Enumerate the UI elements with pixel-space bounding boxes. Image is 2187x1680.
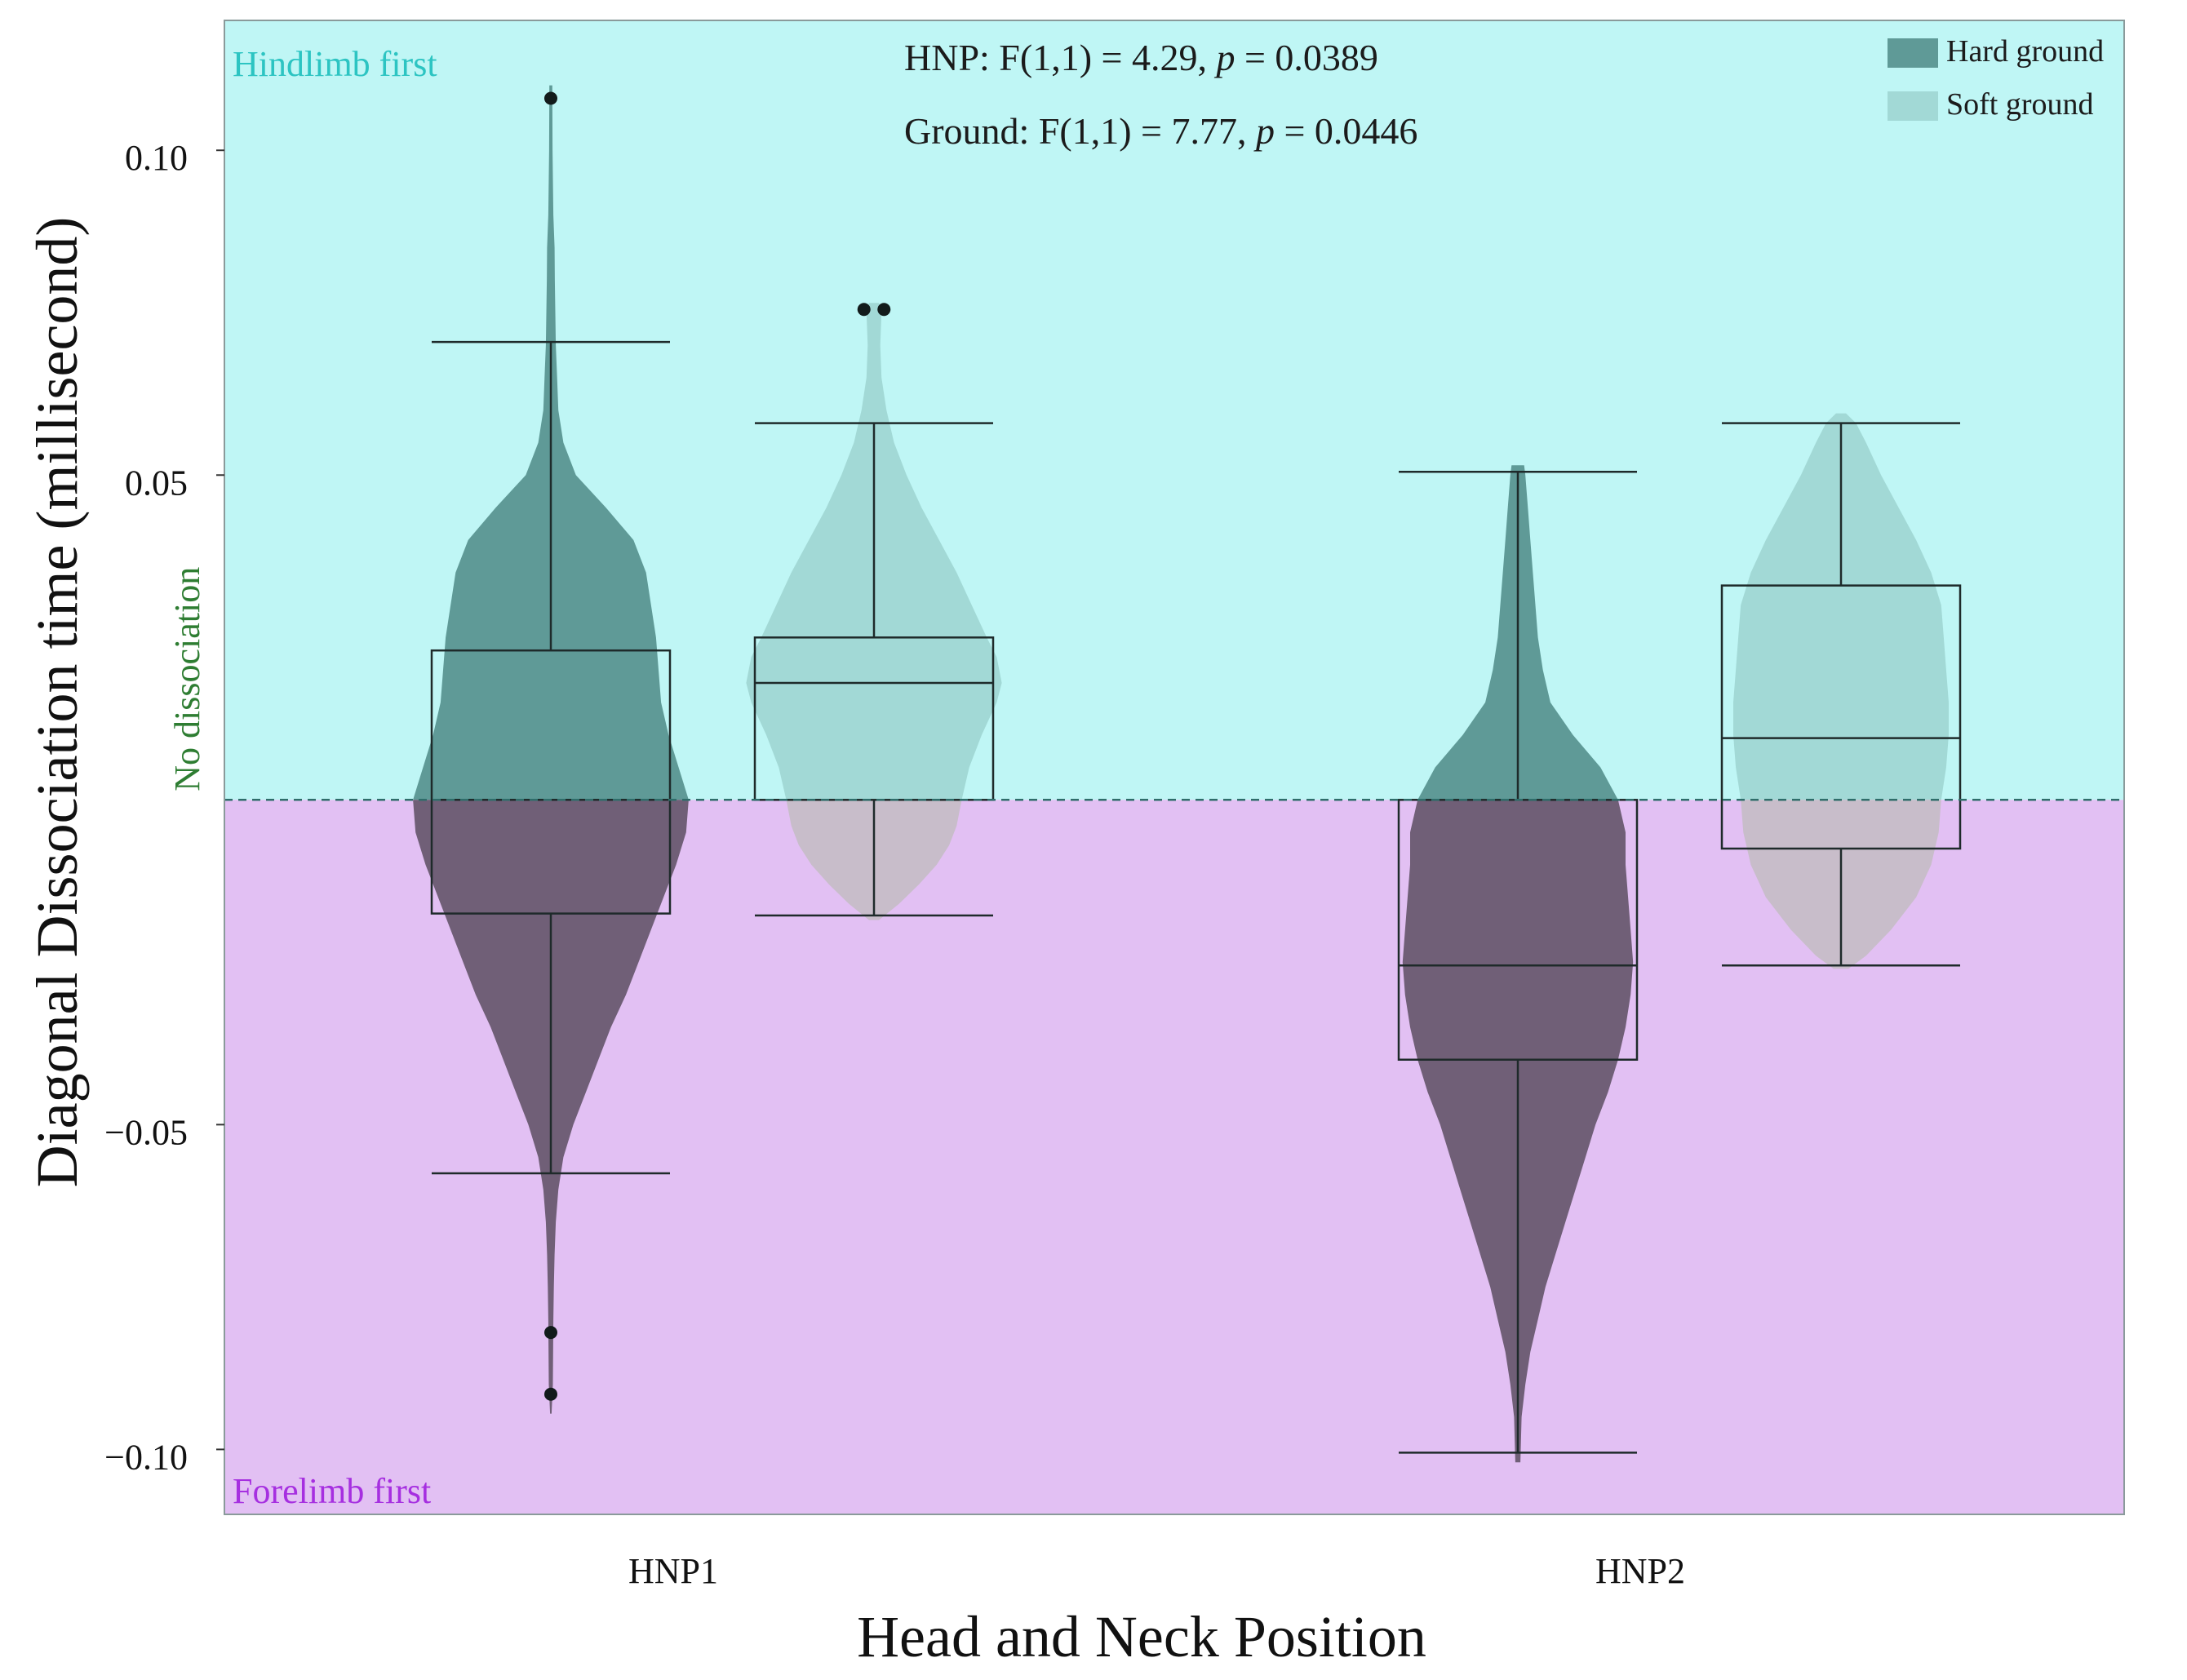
outlier-point-hnp1-hard-ground	[544, 1326, 557, 1340]
forelimb-first-label: Forelimb first	[233, 1471, 431, 1511]
x-tick-label: HNP1	[628, 1551, 718, 1591]
no-dissociation-label: No dissociation	[167, 567, 207, 791]
outlier-point-hnp1-hard-ground	[544, 91, 557, 105]
x-tick-label: HNP2	[1595, 1551, 1685, 1591]
x-axis-title: Head and Neck Position	[857, 1604, 1426, 1669]
y-axis-title: Diagonal Dissociation time (millisecond)	[24, 217, 90, 1188]
hnp-stat-annotation: HNP: F(1,1) = 4.29, p = 0.0389	[904, 37, 1378, 78]
box-hnp1-soft-ground	[753, 636, 995, 801]
y-tick-label: −0.10	[104, 1437, 188, 1477]
hindlimb-first-label: Hindlimb first	[233, 44, 437, 84]
y-tick-label: −0.05	[104, 1112, 188, 1152]
ground-stat-annotation: Ground: F(1,1) = 7.77, p = 0.0446	[904, 110, 1417, 152]
outlier-point-hnp1-hard-ground	[544, 1387, 557, 1401]
legend-label-soft-ground: Soft ground	[1946, 87, 2094, 122]
legend-swatch-hard-ground	[1888, 38, 1938, 68]
outlier-point-hnp1-soft-ground	[877, 303, 891, 317]
legend: Hard ground Soft ground	[1888, 34, 2104, 122]
box-hnp2-soft-ground	[1720, 584, 1962, 850]
y-axis: −0.10 −0.05 0.05 0.10	[104, 138, 224, 1477]
plot-border	[224, 20, 2125, 1515]
legend-label-hard-ground: Hard ground	[1946, 34, 2104, 69]
x-axis: HNP1 HNP2	[628, 1551, 1685, 1591]
violin-upper-hnp2-soft-ground	[1733, 413, 1949, 800]
plot-marks	[413, 85, 1962, 1463]
legend-swatch-soft-ground	[1888, 91, 1938, 121]
y-tick-label: 0.10	[125, 138, 188, 178]
outlier-point-hnp1-soft-ground	[857, 303, 871, 317]
y-tick-label: 0.05	[125, 463, 188, 503]
box-hnp1-hard-ground	[430, 649, 672, 915]
